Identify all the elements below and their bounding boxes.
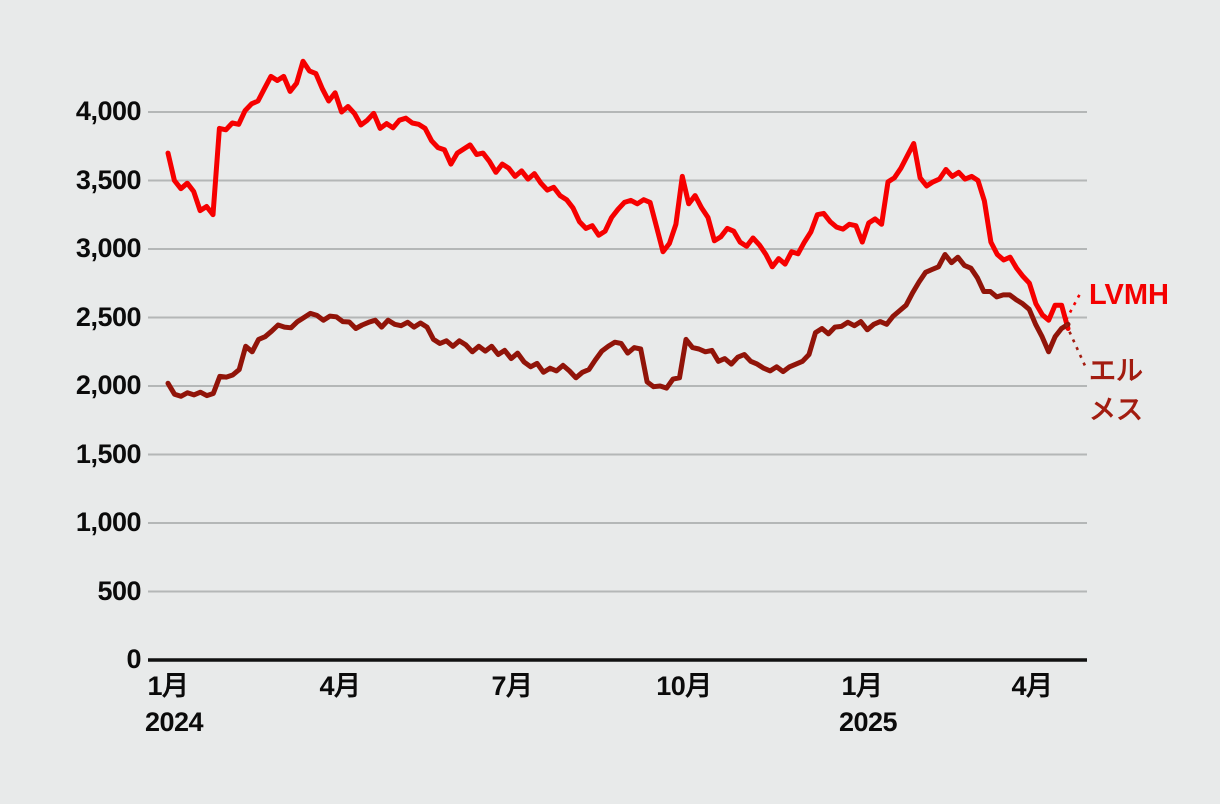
x-tick-label: 1月 [841, 671, 883, 701]
x-tick-label: 7月 [491, 671, 533, 701]
lvmh-leader-line [1064, 289, 1084, 321]
y-tick-label: 3,000 [75, 233, 142, 263]
y-tick-label: 2,000 [75, 370, 142, 400]
x-tick-label: 4月 [1011, 671, 1053, 701]
y-tick-label: 4,000 [75, 96, 142, 126]
series-line-hermes [165, 252, 1071, 399]
x-tick-label: 4月 [319, 671, 361, 701]
lvmh-series-label: LVMH [1089, 279, 1170, 311]
y-tick-label: 3,500 [75, 164, 142, 195]
y-tick-label: 0 [126, 644, 141, 674]
x-tick-year-label: 2024 [144, 707, 204, 737]
y-tick-label: 1,500 [75, 438, 142, 469]
y-tick-label: 500 [97, 575, 141, 606]
y-tick-label: 2,500 [75, 301, 142, 332]
x-tick-year-label: 2025 [838, 707, 898, 737]
x-tick-label: 10月 [656, 671, 712, 701]
y-tick-label: 1,000 [75, 507, 142, 537]
x-tick-label: 1月 [147, 671, 189, 701]
hermes-series-label: エルメス [1089, 356, 1143, 425]
series-line-lvmh [165, 58, 1071, 331]
